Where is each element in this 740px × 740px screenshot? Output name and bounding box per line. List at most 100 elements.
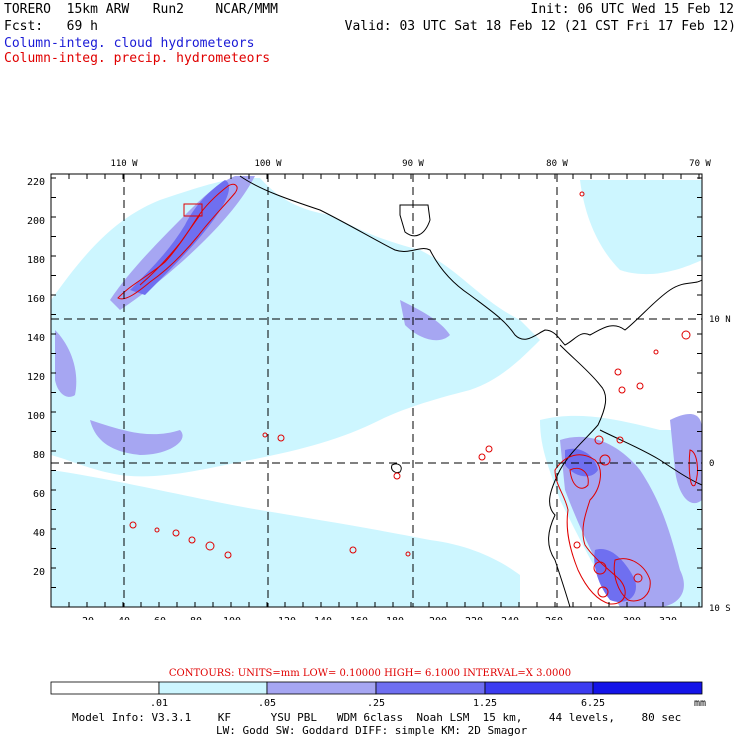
axis-ticks	[50, 174, 702, 608]
x-axis-labels: 20 40 60 80 100 120 140 160 180 200 220 …	[82, 616, 677, 620]
precip-contour-north-inner	[139, 214, 201, 286]
precip-contour-north-band	[117, 183, 238, 300]
footer-model-info: Model Info: V3.3.1 KF YSU PBL WDM 6class…	[72, 711, 682, 724]
colorbar-seg-4	[484, 681, 594, 695]
lon-label-110w: 110 W	[110, 159, 138, 169]
x-tick-320: 320	[659, 616, 677, 620]
precip-cluster-far-east	[688, 449, 698, 487]
colorbar-label-0: .01	[150, 698, 168, 709]
x-tick-140: 140	[314, 616, 332, 620]
colorbar-label-2: .25	[367, 698, 385, 709]
y-tick-80: 80	[33, 450, 45, 461]
x-tick-240: 240	[501, 616, 519, 620]
x-tick-120: 120	[278, 616, 296, 620]
colorbar-seg-1	[158, 681, 268, 695]
precip-cell-11	[393, 472, 401, 480]
coastlines	[239, 175, 703, 608]
precip-contours	[117, 183, 698, 605]
header-left-line2: Fcst: 69 h	[4, 19, 98, 34]
lat-label-10n: 10 N	[709, 315, 731, 325]
y-tick-220: 220	[27, 177, 45, 188]
x-tick-80: 80	[190, 616, 202, 620]
y-tick-200: 200	[27, 216, 45, 227]
y-tick-180: 180	[27, 255, 45, 266]
precip-cell-19	[636, 382, 644, 390]
x-tick-200: 200	[429, 616, 447, 620]
footer-physics-info: LW: Godd SW: Goddard DIFF: simple KM: 2D…	[216, 724, 528, 737]
legend-cloud-label: Column-integ. cloud hydrometeors	[4, 36, 255, 51]
x-tick-260: 260	[545, 616, 563, 620]
contours-info: CONTOURS: UNITS=mm LOW= 0.10000 HIGH= 6.…	[168, 668, 572, 679]
precip-cell-24	[597, 586, 609, 598]
map-figure: 110 W 100 W 90 W 80 W 70 W	[27, 159, 731, 620]
x-tick-60: 60	[154, 616, 166, 620]
header-right-line2: Valid: 03 UTC Sat 18 Feb 12 (21 CST Fri …	[344, 19, 736, 34]
x-tick-280: 280	[587, 616, 605, 620]
precip-cell-2	[262, 432, 268, 438]
coastline-yucatan	[399, 204, 431, 237]
lat-label-10s: 10 S	[709, 604, 731, 614]
cloud-medium-band-east	[560, 436, 684, 607]
precip-cell-18	[618, 386, 626, 394]
precip-cell-9	[349, 546, 357, 554]
precip-cluster-se	[613, 558, 651, 602]
precip-cell-21	[599, 454, 611, 466]
lon-label-80w: 80 W	[546, 159, 568, 169]
y-axis-labels: 220 200 180 160 140 120 100 80 60 40 20	[27, 177, 45, 578]
lon-label-70w: 70 W	[689, 159, 711, 169]
colorbar-label-1: .05	[258, 698, 276, 709]
precip-cell-15	[681, 330, 691, 340]
precip-cell-1	[277, 434, 285, 442]
cloud-light-region-5	[290, 330, 401, 392]
y-tick-120: 120	[27, 372, 45, 383]
x-tick-160: 160	[350, 616, 368, 620]
x-tick-100: 100	[223, 616, 241, 620]
colorbar-seg-5	[592, 681, 703, 695]
coastline-galapagos	[391, 463, 402, 473]
precip-cell-26	[633, 573, 643, 583]
lat-label-0: 0	[709, 459, 714, 469]
precip-cell-25	[573, 541, 581, 549]
precip-cell-10	[405, 551, 411, 557]
latitude-labels: 10 N 0 10 S	[709, 315, 731, 614]
precip-cell-8	[224, 551, 232, 559]
precip-cell-20	[594, 435, 604, 445]
colorbar-seg-3	[375, 681, 486, 695]
y-tick-140: 140	[27, 333, 45, 344]
header-left-line1: TORERO 15km ARW Run2 NCAR/MMM	[4, 2, 278, 17]
precip-cell-13	[485, 445, 493, 453]
x-tick-40: 40	[118, 616, 130, 620]
precip-cell-5	[172, 529, 180, 537]
precip-cell-3	[129, 521, 137, 529]
precip-cell-23	[593, 561, 607, 575]
colorbar: .01 .05 .25 1.25 6.25 mm	[50, 681, 706, 709]
coastline-south-america	[548, 344, 607, 608]
y-tick-60: 60	[33, 489, 45, 500]
colorbar-seg-2	[266, 681, 377, 695]
y-tick-20: 20	[33, 567, 45, 578]
lat-lon-grid	[51, 174, 702, 607]
precip-cell-16	[653, 349, 659, 355]
cloud-light-region-2	[51, 470, 520, 607]
precip-cluster-east-inner	[569, 467, 589, 489]
cloud-light-region-4	[580, 180, 702, 275]
y-tick-160: 160	[27, 294, 45, 305]
y-tick-40: 40	[33, 528, 45, 539]
precip-cell-4	[154, 527, 160, 533]
header-right-line1: Init: 06 UTC Wed 15 Feb 12	[530, 2, 735, 17]
precip-contour-box	[183, 203, 203, 217]
cloud-medium-band-west	[55, 330, 77, 397]
longitude-labels: 110 W 100 W 90 W 80 W 70 W	[110, 159, 711, 169]
x-tick-300: 300	[623, 616, 641, 620]
x-tick-180: 180	[386, 616, 404, 620]
coastline-central-america	[239, 175, 703, 346]
lon-label-90w: 90 W	[402, 159, 424, 169]
legend-precip-label: Column-integ. precip. hydrometeors	[4, 51, 271, 66]
colorbar-unit: mm	[694, 698, 706, 709]
plot-frame	[50, 173, 703, 608]
precip-cell-22	[616, 436, 624, 444]
x-tick-220: 220	[465, 616, 483, 620]
precip-cluster-east	[554, 454, 626, 605]
precip-cell-14	[579, 191, 585, 197]
colorbar-label-4: 6.25	[581, 698, 605, 709]
